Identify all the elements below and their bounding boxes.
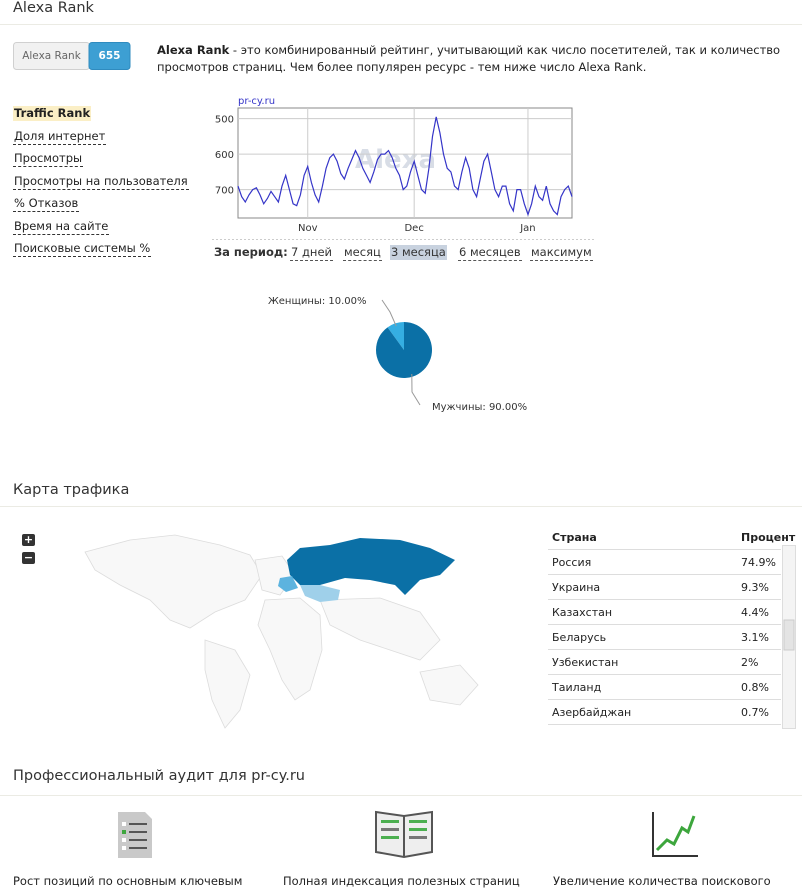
zoom-in-button[interactable] [22,534,35,546]
menu-item[interactable]: Время на сайте [13,218,110,235]
country-name: Таиланд [552,681,602,694]
country-name: Россия [552,556,592,569]
country-percent: 0.7% [741,706,769,719]
row-line [548,649,781,650]
map-russia [287,538,455,595]
country-name: Узбекистан [552,656,619,669]
pie-label: Женщины: 10.00% [268,296,367,307]
menu-item[interactable]: % Отказов [13,196,80,212]
description: Alexa Rank - это комбинированный рейтинг… [157,42,797,76]
country-percent: 74.9% [741,556,776,569]
description-text: - это комбинированный рейтинг, учитывающ… [157,43,781,74]
audit-caption: Полная индексация полезных страниц [283,874,520,888]
badge-value-box [88,42,131,70]
row-line [548,624,781,625]
period-option[interactable]: максимум [530,245,593,261]
period-option[interactable]: месяц [343,245,382,261]
y-tick-label: 600 [215,150,234,161]
period-option[interactable]: 7 дней [290,245,333,261]
country-percent: 9.3% [741,581,769,594]
country-table: Страна Процент Россия 74.9% Украина 9.3% Казах… [548,527,795,727]
map-kazakhstan [300,585,340,602]
section-rule [0,795,802,796]
y-tick-label: 700 [215,186,234,197]
period-label: За период: [214,245,288,259]
table-header: Страна [552,531,597,544]
leader-line [411,373,421,406]
country-name: Украина [552,581,601,594]
row-line [548,724,781,725]
badge-label: Alexa Rank [22,50,81,62]
row-line [548,674,781,675]
badge-value: 655 [98,50,121,62]
x-tick-label: Nov [298,223,318,234]
row-line [548,699,781,700]
country-percent: 3.1% [741,631,769,644]
pie-slice [376,322,432,378]
audit-icon-keywords [118,812,152,858]
rank-line [237,116,573,217]
audit-icon-indexing [375,810,433,859]
x-tick-label: Dec [404,223,423,234]
row-line [548,599,781,600]
row-line [548,549,781,550]
section-title: Alexa Rank [13,0,94,16]
country-name: Казахстан [552,606,613,619]
scrollbar-thumb[interactable] [783,619,795,651]
plot-frame [237,107,573,219]
menu-item[interactable]: Доля интернет [13,128,107,145]
watermark: Alexa [355,145,436,175]
audit-icon-growth [652,812,698,857]
row-line [548,574,781,575]
country-name: Азербайджан [552,706,632,719]
country-percent: 2% [741,656,759,669]
audit-caption: Увеличение количества поискового [553,874,771,888]
country-name: Беларусь [552,631,607,644]
menu-item[interactable]: Поисковые системы % [13,241,152,257]
pie-label: Мужчины: 90.00% [432,402,527,413]
x-tick-label: Jan [519,223,535,234]
menu-item[interactable]: Просмотры [13,151,84,167]
period-option[interactable]: 3 месяца [390,245,447,260]
y-tick-label: 500 [215,115,234,126]
country-percent: 0.8% [741,681,769,694]
audit-caption: Рост позиций по основным ключевым [13,874,243,888]
leader-line [381,299,397,327]
section-rule [0,506,802,507]
chart-source: pr-cy.ru [238,96,275,107]
menu-item[interactable]: Traffic Rank [13,106,92,121]
period-option[interactable]: 6 месяцев [458,245,522,261]
pie-slice [387,322,404,350]
zoom-out-button[interactable] [22,552,35,564]
section-rule [0,24,802,25]
table-header: Процент [741,531,796,544]
menu-item[interactable]: Просмотры на пользователя [13,173,189,190]
country-percent: 4.4% [741,606,769,619]
zoom-in-label[interactable]: + [23,533,34,546]
section-title: Профессиональный аудит для pr-cy.ru [13,768,305,784]
zoom-out-label[interactable]: − [23,551,34,564]
description-bold: Alexa Rank [157,43,230,57]
section-title: Карта трафика [13,482,130,498]
map-ukraine [278,576,298,592]
world-map [84,534,479,729]
